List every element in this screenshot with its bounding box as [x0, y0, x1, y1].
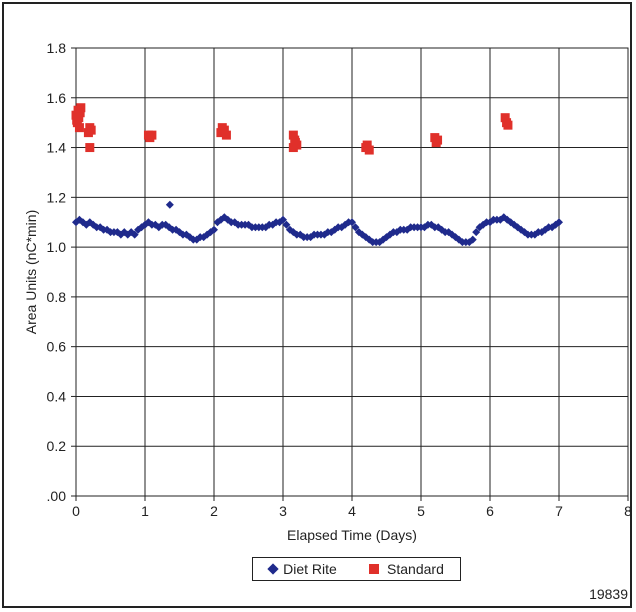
standard-point [503, 120, 513, 130]
standard-point [221, 130, 231, 140]
y-axis-title: Area Units (nC*min) [23, 210, 39, 334]
y-tick-label: 0.6 [47, 339, 67, 355]
diet-rite-point [351, 223, 360, 232]
y-tick-label: 0.8 [47, 289, 67, 305]
standard-point [219, 125, 229, 135]
x-tick-label: 2 [210, 503, 218, 519]
x-axis-title: Elapsed Time (Days) [287, 527, 417, 543]
standard-point [74, 123, 84, 133]
figure-id: 19839 [589, 586, 628, 602]
y-tick-label: 1.0 [47, 239, 67, 255]
x-tick-label: 7 [555, 503, 563, 519]
diamond-marker-icon [267, 563, 279, 575]
y-tick-label: 1.2 [47, 189, 67, 205]
standard-point [500, 113, 510, 123]
standard-point [290, 138, 300, 148]
y-tick-label: 1.6 [47, 90, 67, 106]
x-tick-label: 0 [72, 503, 80, 519]
diet-rite-point [472, 228, 481, 237]
diet-rite-point [282, 220, 291, 229]
legend-item-standard: Standard [369, 561, 444, 577]
legend-label-standard: Standard [387, 561, 444, 577]
y-tick-label: 0.2 [47, 438, 67, 454]
standard-point [364, 145, 374, 155]
diet-rite-point [279, 215, 287, 224]
standard-point [76, 103, 86, 113]
x-tick-label: 5 [417, 503, 425, 519]
diet-rite-point [468, 235, 477, 244]
standard-point [72, 118, 82, 128]
diet-rite-point [555, 218, 563, 227]
x-tick-label: 3 [279, 503, 287, 519]
standard-point [288, 143, 298, 153]
standard-point [75, 108, 85, 118]
x-tick-label: 1 [141, 503, 149, 519]
diet-rite-point [348, 218, 356, 227]
standard-point [74, 113, 84, 123]
x-tick-label: 8 [624, 503, 632, 519]
standard-point [288, 130, 298, 140]
legend: Diet Rite Standard [252, 557, 461, 581]
diet-rite-point [210, 225, 218, 234]
standard-point [362, 140, 372, 150]
y-tick-label: 1.4 [47, 140, 67, 156]
diet-rite-point [165, 200, 174, 209]
square-marker-icon [369, 564, 380, 574]
y-tick-label: 1.8 [47, 40, 67, 56]
standard-point [433, 135, 443, 145]
legend-label-diet-rite: Diet Rite [283, 561, 337, 577]
diet-rite-point [130, 230, 139, 239]
standard-point [85, 143, 95, 153]
y-tick-label: 0.4 [47, 388, 67, 404]
standard-point [147, 130, 157, 140]
standard-point [86, 125, 96, 135]
legend-item-diet-rite: Diet Rite [267, 561, 337, 577]
x-tick-label: 6 [486, 503, 494, 519]
x-tick-label: 4 [348, 503, 356, 519]
y-tick-label: .00 [47, 488, 67, 504]
